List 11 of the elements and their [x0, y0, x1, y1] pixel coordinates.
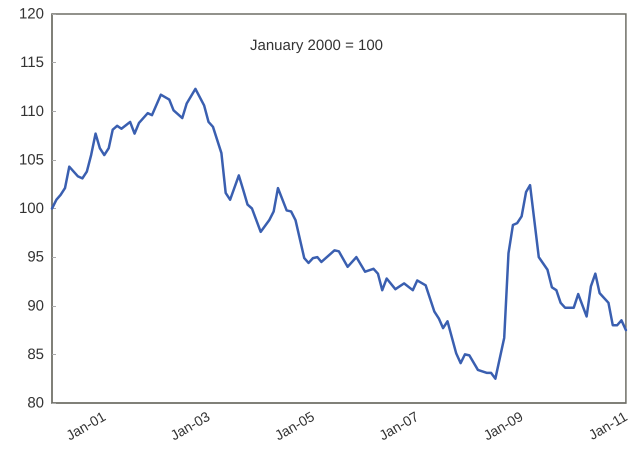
- y-tick-label: 95: [27, 248, 44, 266]
- y-tick-label: 90: [27, 297, 44, 314]
- y-tick-label: 120: [18, 6, 44, 22]
- line-series: [50, 88, 628, 380]
- y-tick-label: 85: [27, 346, 44, 363]
- y-tick-label: 80: [27, 394, 44, 412]
- annotation: January 2000 = 100: [250, 37, 384, 54]
- y-tick-label: 105: [18, 151, 44, 168]
- y-tick-label: 115: [20, 54, 44, 72]
- y-tick-label: 110: [20, 102, 44, 120]
- y-tick-label: 100: [18, 200, 44, 217]
